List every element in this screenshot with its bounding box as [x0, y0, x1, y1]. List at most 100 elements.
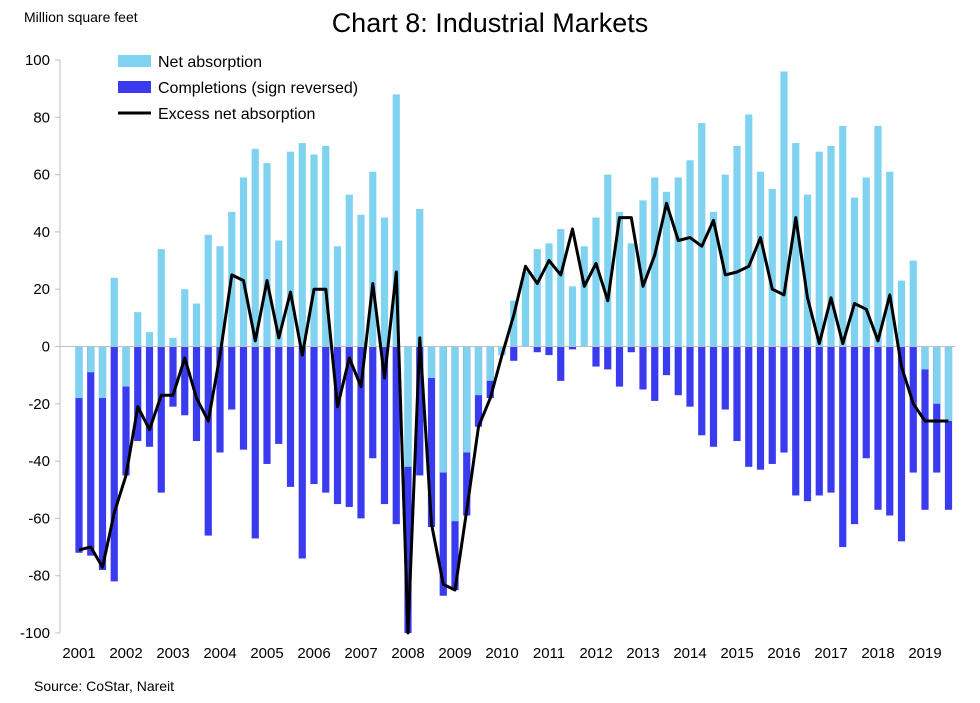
completions-bar — [169, 346, 177, 407]
net-absorption-bar — [404, 346, 412, 467]
net-absorption-bar — [627, 243, 635, 347]
net-absorption-bar — [615, 211, 624, 347]
completions-bar — [75, 346, 83, 553]
completions-bar — [686, 346, 694, 407]
completions-bar — [416, 346, 424, 476]
net-absorption-bar — [110, 277, 118, 347]
completions-bar — [157, 346, 165, 493]
x-tick-label: 2014 — [673, 645, 706, 662]
net-absorption-bar — [345, 194, 353, 347]
completions-bar — [286, 346, 295, 487]
net-absorption-bar — [75, 346, 83, 399]
completions-bar — [392, 346, 400, 525]
completions-bar — [134, 346, 142, 442]
net-absorption-bar — [510, 300, 518, 347]
completions-bar — [298, 346, 306, 559]
net-absorption-bar — [263, 163, 271, 347]
x-tick-label: 2016 — [767, 645, 800, 662]
net-absorption-bar — [557, 229, 565, 347]
x-tick-label: 2001 — [62, 645, 95, 662]
x-tick-label: 2005 — [250, 645, 283, 662]
x-tick-label: 2017 — [814, 645, 847, 662]
net-absorption-bar — [87, 346, 95, 373]
y-tick-label: -100 — [20, 625, 50, 642]
net-absorption-bar — [322, 145, 330, 347]
net-absorption-bar — [897, 280, 906, 347]
completions-bar — [827, 346, 835, 493]
completions-bar — [98, 346, 107, 570]
net-absorption-bar — [333, 246, 342, 347]
net-absorption-bar — [451, 346, 459, 522]
net-absorption-bar — [721, 174, 729, 347]
net-absorption-bar — [580, 246, 588, 347]
net-absorption-bar — [533, 249, 541, 347]
x-tick-label: 2019 — [908, 645, 941, 662]
net-absorption-bar — [521, 272, 530, 347]
completions-bar — [275, 346, 283, 444]
completions-bar — [839, 346, 847, 548]
source-note: Source: CoStar, Nareit — [34, 678, 175, 694]
completions-bar — [604, 346, 612, 370]
net-absorption-bar — [122, 346, 130, 387]
completions-bar — [110, 346, 118, 582]
completions-bar — [216, 346, 224, 453]
net-absorption-bar — [145, 332, 154, 347]
legend-swatch-net-absorption — [118, 55, 151, 67]
completions-bar — [874, 346, 882, 510]
y-tick-label: 80 — [33, 109, 50, 126]
net-absorption-bar — [357, 214, 365, 347]
completions-bar — [510, 346, 518, 361]
net-absorption-bar — [427, 346, 436, 379]
net-absorption-bar — [651, 177, 659, 347]
x-tick-label: 2007 — [344, 645, 377, 662]
excess-net-absorption-line — [78, 201, 949, 635]
net-absorption-bar — [780, 71, 788, 347]
net-absorption-bar — [944, 346, 953, 421]
net-absorption-bar — [850, 197, 859, 347]
net-absorption-bar — [392, 94, 400, 347]
completions-bar — [228, 346, 236, 410]
completions-bar — [815, 346, 823, 496]
completions-bar — [345, 346, 353, 507]
completions-bar — [780, 346, 788, 453]
net-absorption-bar — [463, 346, 471, 453]
net-absorption-bar — [439, 346, 447, 473]
x-tick-label: 2012 — [579, 645, 612, 662]
completions-bar — [145, 346, 154, 447]
completions-bar — [733, 346, 741, 442]
net-absorption-bar — [768, 188, 776, 347]
chart-title: Chart 8: Industrial Markets — [331, 8, 649, 38]
net-absorption-bar — [933, 346, 941, 404]
net-absorption-bar — [181, 289, 189, 347]
net-absorption-bar — [204, 234, 212, 347]
completions-bar — [944, 346, 953, 510]
completions-bar — [615, 346, 624, 387]
x-tick-label: 2003 — [156, 645, 189, 662]
x-tick-label: 2018 — [861, 645, 894, 662]
y-tick-label: -60 — [28, 510, 50, 527]
net-absorption-bar — [216, 246, 224, 347]
completions-bar — [745, 346, 753, 467]
x-tick-label: 2009 — [438, 645, 471, 662]
legend-label: Excess net absorption — [158, 106, 315, 123]
completions-bar — [709, 346, 718, 447]
y-tick-label: 0 — [42, 339, 50, 356]
completions-bar — [862, 346, 870, 459]
completions-bar — [533, 346, 541, 353]
net-absorption-bar — [192, 303, 201, 347]
y-tick-label: -40 — [28, 453, 50, 470]
net-absorption-bar — [874, 125, 882, 347]
net-absorption-bar — [674, 177, 682, 347]
net-absorption-bar — [815, 151, 823, 347]
completions-bar — [651, 346, 659, 401]
net-absorption-bar — [169, 337, 177, 347]
net-absorption-bar — [380, 217, 389, 347]
completions-bar — [404, 346, 412, 633]
x-tick-label: 2006 — [297, 645, 330, 662]
completions-bar — [557, 346, 565, 381]
net-absorption-bar — [756, 171, 765, 347]
x-tick-label: 2010 — [485, 645, 518, 662]
completions-bar — [756, 346, 765, 470]
y-tick-label: 20 — [33, 281, 50, 298]
x-tick-label: 2011 — [533, 645, 565, 662]
